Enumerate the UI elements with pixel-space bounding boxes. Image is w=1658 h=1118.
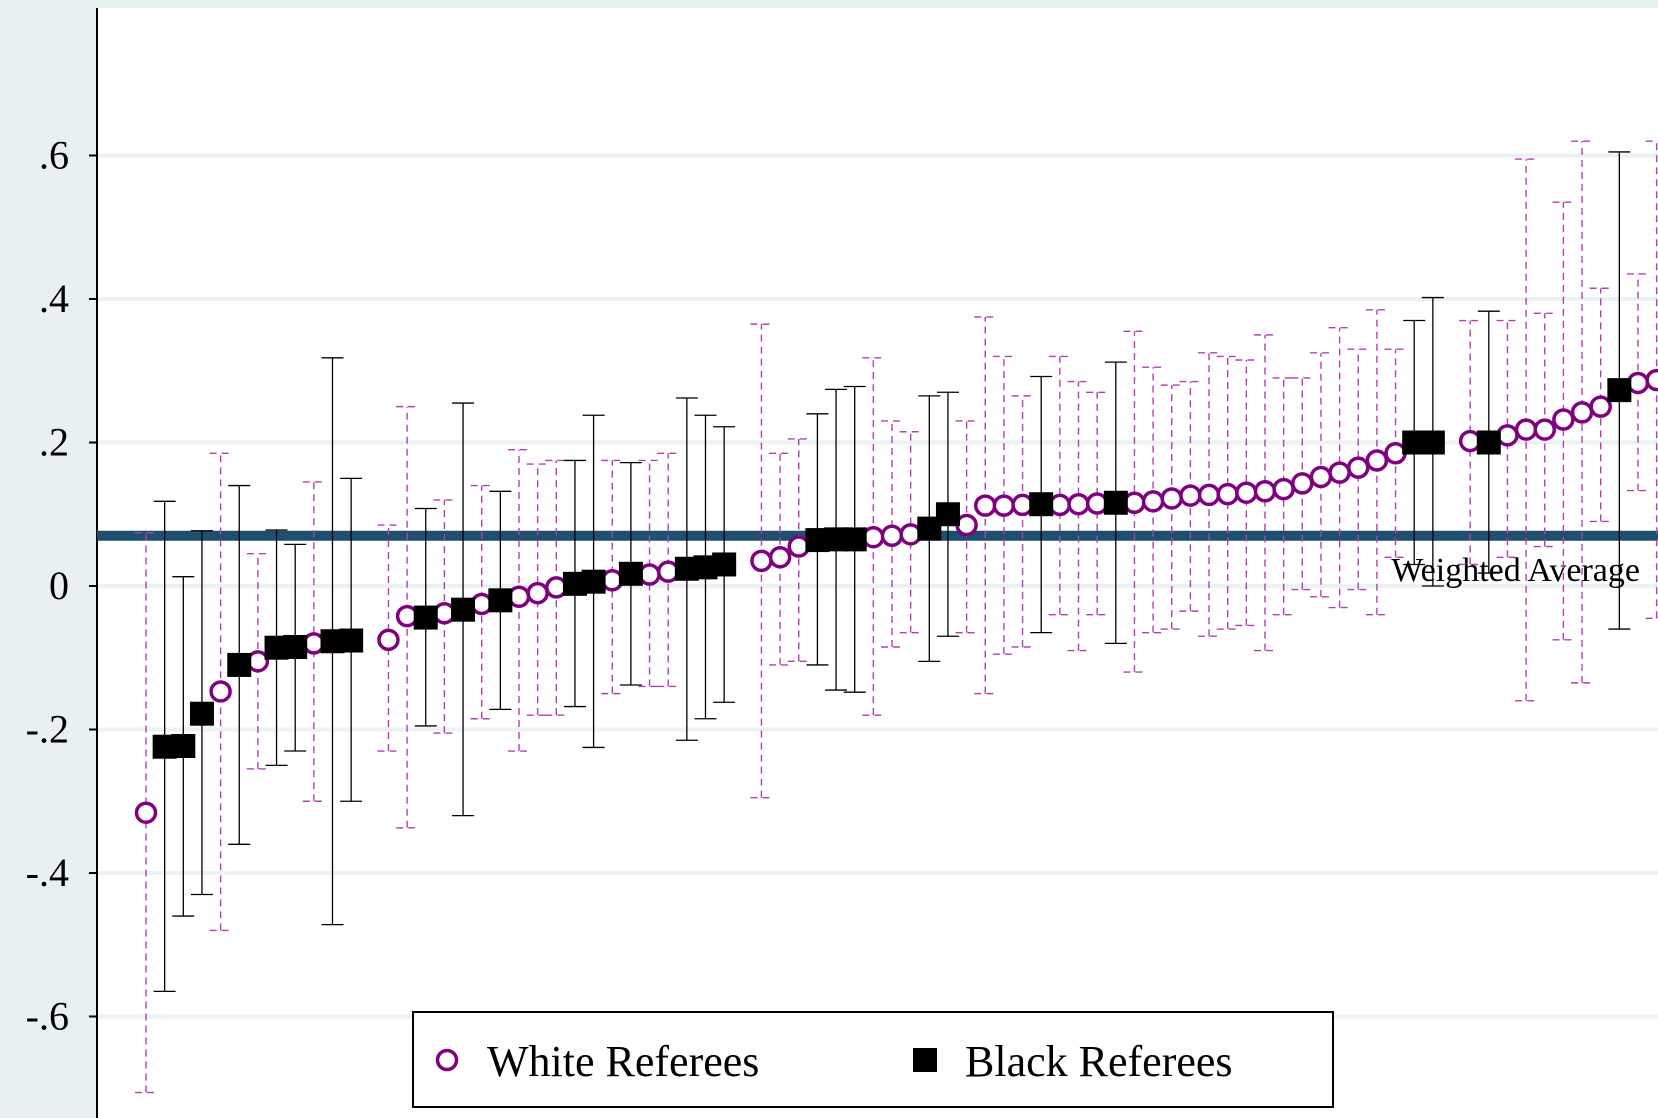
white-referee-point: [750, 549, 773, 573]
black-referee-point: [1103, 490, 1128, 515]
white-referee-point: [1253, 480, 1277, 503]
legend-marker-black-referees: [913, 1048, 937, 1072]
legend-marker-white-referees: [435, 1048, 459, 1072]
white-referee-point: [1309, 465, 1333, 489]
white-referee-point: [134, 801, 158, 824]
white-referee-point: [1365, 449, 1389, 472]
y-tick-label: .2: [39, 420, 69, 465]
y-tick-label: -.4: [26, 850, 69, 895]
black-referee-point: [227, 652, 252, 677]
white-referee-point: [1197, 483, 1221, 507]
black-referee-point: [842, 527, 867, 552]
black-referee-point: [339, 628, 364, 653]
legend: White Referees Black Referees: [412, 1011, 1334, 1108]
white-referee-point: [1291, 472, 1314, 495]
black-referee-point: [171, 734, 196, 759]
black-referee-point: [189, 701, 214, 726]
white-referee-point: [1160, 487, 1183, 510]
white-referee-point: [377, 628, 400, 652]
white-referee-point: [1645, 368, 1658, 392]
white-referee-point: [1179, 484, 1202, 507]
white-referee-point: [992, 494, 1016, 517]
black-referee-point: [1029, 492, 1054, 517]
y-tick-label: -.2: [26, 707, 69, 752]
black-referee-point: [581, 569, 606, 594]
white-referee-point: [526, 581, 549, 605]
legend-label-white-referees: White Referees: [487, 1037, 759, 1086]
white-referee-point: [1272, 477, 1295, 501]
white-referee-point: [1235, 481, 1258, 504]
point-markers: [134, 368, 1658, 824]
black-referee-point: [712, 552, 737, 577]
white-referee-point: [1347, 456, 1370, 479]
white-referee-point: [1067, 492, 1090, 516]
y-axis: .6 .4 .2 0 -.2 -.4 -.6: [26, 8, 98, 1118]
white-referee-point: [209, 680, 232, 703]
black-referee-point: [1476, 430, 1501, 455]
white-referee-point: [1570, 401, 1594, 424]
black-referee-point: [1420, 430, 1445, 455]
white-referee-point: [974, 494, 997, 517]
white-referee-point: [1216, 482, 1239, 506]
black-referee-point: [488, 588, 513, 613]
black-referee-point: [1607, 378, 1632, 403]
legend-label-black-referees: Black Referees: [965, 1037, 1233, 1086]
black-referee-point: [451, 597, 476, 622]
y-tick-label: -.6: [26, 994, 69, 1039]
black-referee-point: [283, 634, 308, 659]
white-referee-point: [1589, 395, 1612, 418]
white-referee-point: [880, 524, 904, 548]
black-referee-point: [618, 561, 643, 586]
white-referee-point: [1552, 408, 1575, 431]
legend-box: [412, 1011, 1334, 1108]
plot-area: [97, 8, 1658, 1118]
white-referee-point: [1141, 490, 1165, 513]
black-referee-point: [935, 502, 960, 527]
white-referee-point: [1533, 418, 1556, 441]
black-referee-point: [413, 605, 438, 630]
y-tick-label: .4: [39, 276, 69, 321]
white-referee-point: [768, 546, 792, 569]
white-referee-point: [1514, 418, 1538, 441]
weighted-average-label: Weighted Average: [1391, 552, 1640, 589]
y-tick-label: 0: [49, 563, 69, 608]
white-referee-point: [1328, 461, 1351, 484]
y-tick-label: .6: [39, 133, 69, 178]
